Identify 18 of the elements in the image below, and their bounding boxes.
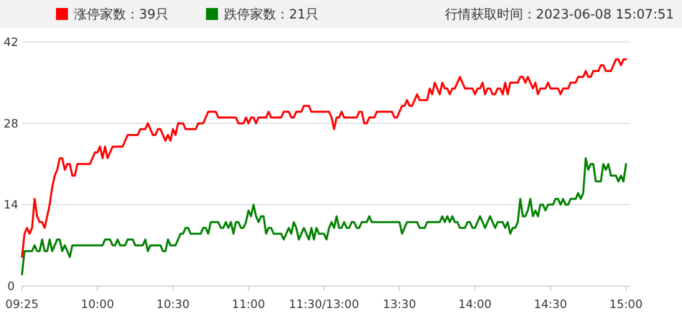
line-series: [21, 58, 627, 258]
legend-label: 跌停家数：21只: [224, 6, 319, 23]
x-tick-label: 11:00: [232, 297, 266, 311]
legend-label: 涨停家数：39只: [74, 6, 169, 23]
x-tick-label: 09:25: [5, 297, 39, 311]
line-series: [21, 157, 627, 276]
y-tick-label: 28: [4, 116, 18, 130]
y-tick-label: 0: [7, 279, 15, 294]
x-tick-label: 14:30: [534, 297, 568, 311]
y-tick-label: 14: [4, 198, 18, 212]
x-tick-label: 10:00: [80, 297, 114, 311]
x-tick-label: 15:00: [609, 297, 643, 311]
x-tick-label: 11:30/13:00: [288, 297, 360, 311]
y-tick-label: 42: [4, 35, 18, 50]
x-tick-label: 14:00: [458, 297, 492, 311]
x-tick-label: 10:30: [156, 297, 190, 311]
x-tick-label: 13:30: [382, 297, 416, 311]
text: 行情获取时间：2023-06-08 15:07:51: [444, 8, 674, 23]
